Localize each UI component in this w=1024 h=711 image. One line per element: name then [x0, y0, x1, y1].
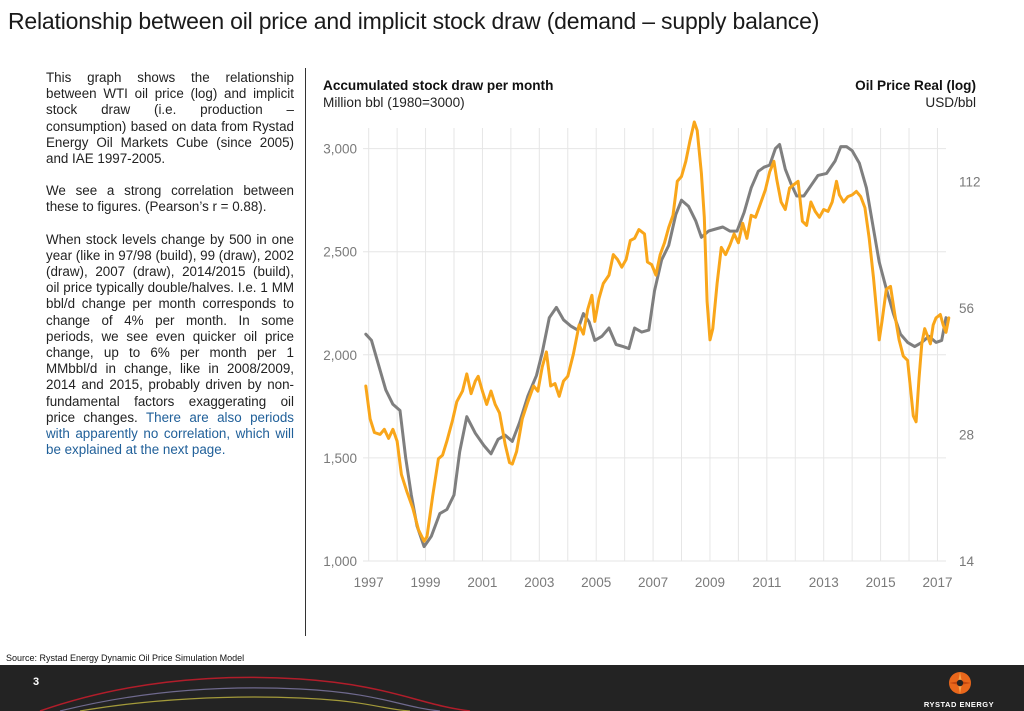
x-tick-label: 1997 [354, 575, 384, 590]
footer-bar: 3 RYSTAD ENERGY [0, 665, 1024, 711]
line-chart: 1,000 1,500 2,000 2,500 3,000 14 28 56 112 1997 19… [323, 120, 981, 590]
y-left-tick-label: 1,000 [323, 554, 357, 569]
footer-curve-2 [59, 687, 441, 711]
x-tick-label: 2015 [866, 575, 896, 590]
left-axis-title: Accumulated stock draw per month [323, 78, 554, 93]
x-tick-label: 2005 [581, 575, 611, 590]
right-axis-unit: USD/bbl [925, 95, 976, 110]
y-left-tick-label: 2,500 [323, 245, 357, 260]
description-paragraph-3-main: When stock levels change by 500 in one y… [46, 231, 294, 425]
x-tick-label: 1999 [411, 575, 441, 590]
y-left-tick-label: 2,000 [323, 348, 357, 363]
left-axis-header: Accumulated stock draw per month Million… [323, 77, 553, 111]
oil-price-line [364, 120, 951, 543]
y-left-tick-label: 3,000 [323, 142, 357, 157]
page-number: 3 [33, 676, 40, 688]
description-panel: This graph shows the relationship betwee… [46, 70, 294, 474]
rystad-logo-text: RYSTAD ENERGY [923, 700, 995, 709]
rystad-logo-mark [949, 672, 971, 694]
vertical-divider [305, 68, 306, 636]
right-axis-title: Oil Price Real (log) [855, 78, 976, 93]
description-paragraph-1: This graph shows the relationship betwee… [46, 70, 294, 167]
stock-draw-line [364, 143, 948, 549]
right-axis-header: Oil Price Real (log) USD/bbl [855, 77, 976, 111]
x-tick-label: 2009 [695, 575, 725, 590]
page-title: Relationship between oil price and impli… [8, 8, 820, 34]
footer-curve-1 [39, 676, 471, 711]
x-tick-label: 2003 [524, 575, 554, 590]
y-right-tick-label: 14 [959, 554, 975, 569]
y-right-tick-label: 56 [959, 301, 974, 316]
y-left-tick-label: 1,500 [323, 451, 357, 466]
description-paragraph-3-link: There are also periods with apparently n… [46, 409, 294, 458]
x-tick-label: 2007 [638, 575, 668, 590]
footer-curve-3 [79, 696, 411, 711]
x-tick-label: 2001 [467, 575, 497, 590]
footer-decoration [39, 676, 471, 711]
x-tick-label: 2011 [752, 575, 781, 590]
source-note: Source: Rystad Energy Dynamic Oil Price … [6, 653, 245, 663]
y-right-tick-label: 28 [959, 427, 974, 442]
rystad-logo: RYSTAD ENERGY [914, 671, 1004, 709]
description-paragraph-3: When stock levels change by 500 in one y… [46, 232, 294, 459]
y-right-tick-label: 112 [959, 174, 981, 189]
x-tick-label: 2017 [922, 575, 952, 590]
left-axis-unit: Million bbl (1980=3000) [323, 95, 465, 110]
description-paragraph-2: We see a strong correlation between thes… [46, 183, 294, 215]
x-tick-label: 2013 [809, 575, 839, 590]
